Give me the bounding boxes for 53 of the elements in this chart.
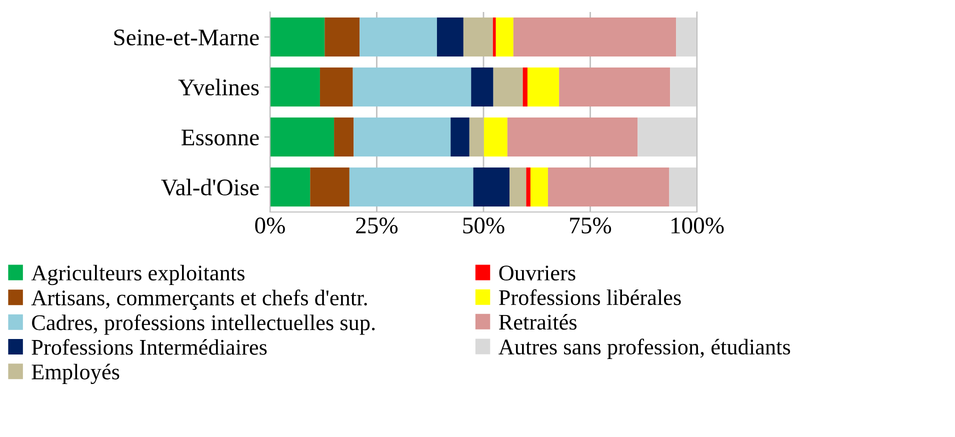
x-tick-label: 50% xyxy=(463,218,504,234)
x-tick-label: 75% xyxy=(570,218,612,234)
bar xyxy=(270,118,334,156)
bar xyxy=(334,118,354,156)
legend-label: Agriculteurs exploitants xyxy=(31,264,244,286)
bar xyxy=(270,168,310,206)
bar xyxy=(510,168,526,206)
y-tick-label: Yvelines xyxy=(178,78,259,96)
bar xyxy=(559,68,670,106)
bar xyxy=(360,18,437,56)
bar xyxy=(638,118,697,156)
bar xyxy=(310,168,350,206)
bar xyxy=(670,68,697,106)
legend-label: Artisans, commerçants et chefs d'entr. xyxy=(31,290,367,310)
bar xyxy=(669,168,697,206)
legend-label: Cadres, professions intellectuelles sup. xyxy=(32,314,375,335)
bar xyxy=(324,18,360,56)
bar xyxy=(527,68,560,106)
y-tick-label: Essonne xyxy=(182,130,259,146)
bar xyxy=(270,18,325,56)
bar xyxy=(522,68,528,106)
bar xyxy=(530,168,548,206)
bar xyxy=(354,118,451,156)
bar xyxy=(507,118,638,156)
bar xyxy=(349,168,474,206)
bar xyxy=(469,118,484,156)
legend-label: Ouvriers xyxy=(499,266,576,281)
legend-label: Professions libérales xyxy=(498,289,681,306)
bar xyxy=(513,18,676,56)
bar xyxy=(492,18,496,56)
bar xyxy=(450,118,470,156)
legend-label: Employés xyxy=(32,364,120,384)
x-tick-label: 100% xyxy=(672,218,724,234)
bar xyxy=(471,68,494,106)
bar xyxy=(270,68,320,106)
y-tick-label: Val-d'Oise xyxy=(161,178,259,196)
bar xyxy=(463,18,493,56)
x-tick-label: 0% xyxy=(255,218,285,234)
bar xyxy=(496,18,514,56)
legend-label: Autres sans profession, étudiants xyxy=(498,338,790,360)
bar xyxy=(436,18,464,56)
legend-label: Retraités xyxy=(498,314,577,330)
bar xyxy=(493,68,523,106)
bar xyxy=(676,18,697,56)
x-tick-label: 25% xyxy=(356,218,398,234)
bar xyxy=(526,168,530,206)
bar xyxy=(320,68,353,106)
bar xyxy=(548,168,670,206)
legend-label: Professions Intermédiaires xyxy=(32,338,267,355)
bar xyxy=(473,168,510,206)
bar xyxy=(484,118,508,156)
bar xyxy=(352,68,472,106)
y-tick-label: Seine-et-Marne xyxy=(114,30,259,46)
